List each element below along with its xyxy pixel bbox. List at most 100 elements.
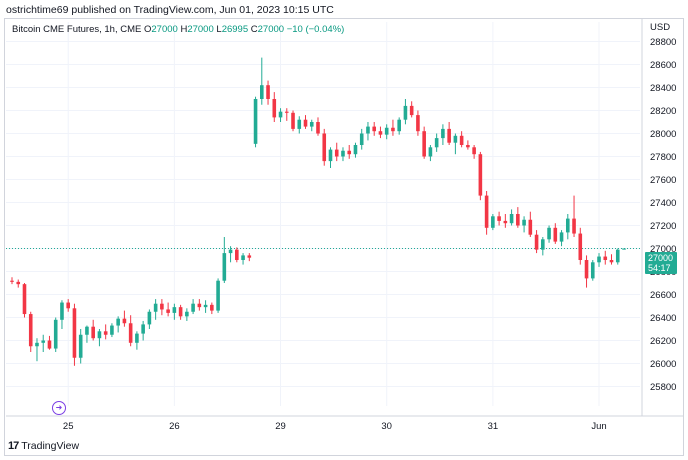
candle-body — [341, 150, 345, 157]
candle-body — [484, 195, 489, 228]
candle-body — [372, 126, 377, 132]
candle-body — [603, 256, 608, 260]
candle-body — [534, 234, 539, 250]
candle-body — [10, 280, 14, 282]
x-tick-label: 26 — [169, 421, 180, 432]
candle-body — [409, 105, 414, 116]
candle-body — [565, 218, 570, 233]
candle-body — [316, 122, 320, 134]
candle-body — [309, 122, 314, 127]
candle-body — [28, 314, 33, 347]
candle-body — [422, 131, 426, 157]
x-tick-label: 31 — [488, 421, 499, 432]
candle-body — [272, 99, 277, 118]
candle-body — [60, 302, 64, 320]
candle-body — [347, 150, 352, 155]
y-tick-label: 27000 — [650, 244, 676, 255]
high-value: 27000 — [187, 24, 214, 35]
candle-body — [597, 256, 601, 263]
candle-body — [191, 303, 195, 312]
candle-body — [228, 249, 233, 254]
candle-body — [259, 85, 264, 99]
tradingview-brand[interactable]: 17 TradingView — [8, 440, 79, 452]
open-value: 27000 — [151, 24, 178, 35]
change-value: −10 (−0.04%) — [286, 24, 345, 35]
candle-body — [91, 326, 95, 339]
candle-body — [328, 149, 333, 162]
low-key: L — [216, 24, 222, 35]
y-tick-label: 27400 — [650, 198, 676, 209]
candle-body — [322, 133, 327, 162]
x-tick-label: 29 — [275, 421, 286, 432]
candle-body — [353, 145, 358, 155]
candle-body — [172, 307, 177, 313]
x-tick-label: 25 — [63, 421, 74, 432]
y-tick-label: 28000 — [650, 129, 676, 140]
candle-body — [609, 260, 614, 263]
candle-body — [584, 260, 589, 279]
tradingview-logo-icon: 17 — [8, 440, 19, 452]
y-tick-label: 27200 — [650, 221, 676, 232]
high-key: H — [180, 24, 188, 35]
candle-body — [178, 307, 183, 317]
currency-label[interactable]: USD — [650, 22, 671, 33]
candle-body — [222, 253, 227, 281]
x-tick-label: Jun — [591, 421, 606, 432]
candle-body — [441, 128, 445, 139]
forward-arrow-icon[interactable]: ➜ — [52, 401, 66, 415]
candle-body — [478, 154, 483, 196]
candle-body — [303, 119, 308, 127]
candle-body — [153, 303, 158, 312]
y-tick-label: 27800 — [650, 152, 676, 163]
candle-body — [210, 304, 214, 311]
candle-body — [284, 111, 289, 113]
candle-body — [516, 214, 520, 226]
y-tick-label: 26000 — [650, 359, 676, 370]
close-value: 27000 — [257, 24, 285, 35]
close-key: C — [250, 24, 258, 35]
candle-body — [397, 119, 401, 132]
candle-body — [85, 326, 89, 335]
candle-body — [553, 227, 558, 242]
candle-body — [185, 311, 189, 317]
candle-body — [491, 216, 495, 228]
candle-body — [428, 147, 433, 157]
candle-body — [47, 340, 52, 349]
publisher-caption: ostrichtime69 published on TradingView.c… — [6, 4, 334, 16]
candle-body — [135, 333, 139, 343]
candle-body — [559, 232, 564, 242]
candle-body — [466, 145, 470, 148]
y-tick-label: 27600 — [650, 175, 676, 186]
candle-body — [128, 323, 133, 343]
candle-body — [35, 342, 39, 347]
candle-body — [528, 219, 533, 235]
candle-body — [615, 249, 620, 263]
candle-body — [590, 262, 595, 279]
y-tick-label: 25800 — [650, 382, 676, 393]
candle-body — [166, 309, 170, 313]
y-tick-label: 26600 — [650, 290, 676, 301]
candle-body — [16, 281, 21, 285]
ohlc-legend: Bitcoin CME Futures, 1h, CME O27000 H270… — [12, 24, 344, 35]
candle-body — [97, 331, 102, 339]
x-tick-label: 30 — [381, 421, 392, 432]
candle-body — [66, 302, 71, 309]
y-tick-label: 28200 — [650, 106, 676, 117]
candle-body — [578, 233, 583, 260]
open-key: O — [144, 24, 152, 35]
candle-body — [22, 284, 27, 315]
candle-body — [72, 308, 77, 358]
candle-body — [266, 85, 270, 99]
candle-body — [278, 111, 283, 118]
candle-body — [203, 304, 208, 308]
candle-body — [247, 255, 252, 258]
candle-body — [434, 138, 439, 148]
candle-body — [253, 99, 258, 144]
y-tick-label: 28800 — [650, 37, 676, 48]
low-value: 26995 — [221, 24, 249, 35]
candle-body — [366, 126, 370, 134]
candle-body — [384, 127, 389, 135]
candle-body — [147, 311, 152, 325]
candle-body — [241, 255, 245, 260]
